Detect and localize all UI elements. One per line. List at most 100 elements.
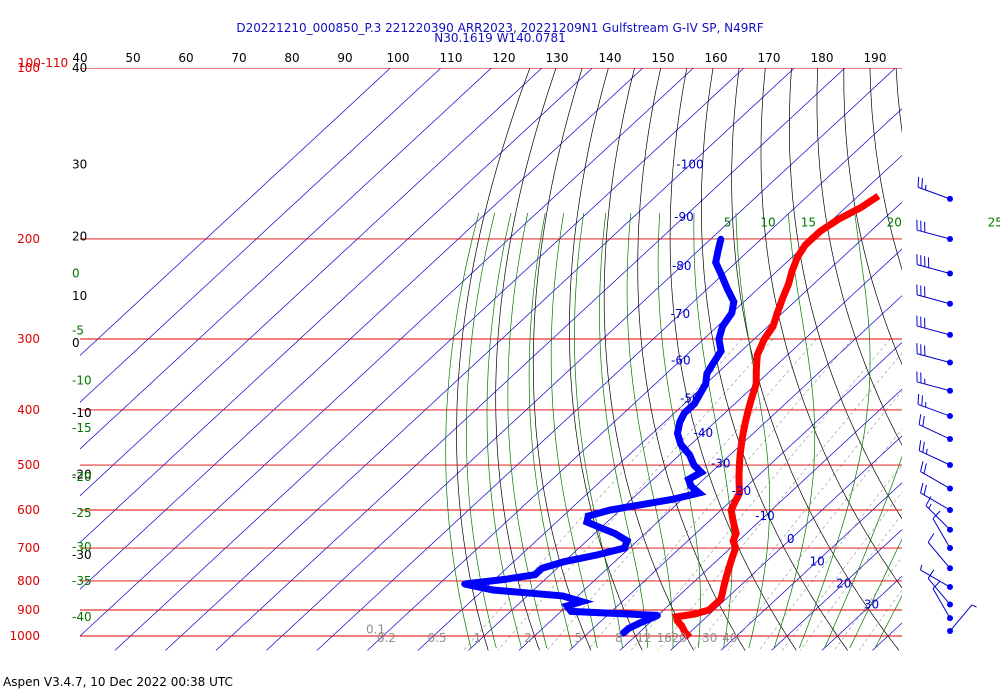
dry-adiabat-line <box>869 68 902 271</box>
wind-barb <box>920 482 953 513</box>
pressure-label: 300 <box>17 332 40 346</box>
dry-adiabat-line <box>789 68 902 520</box>
dewpoint-point <box>681 409 688 417</box>
corner-label: 100-110 <box>18 56 68 70</box>
dewpoint-point <box>703 370 711 377</box>
isotherm-line <box>80 68 543 497</box>
wind-barb-flag <box>925 496 932 506</box>
top-scale-label: 70 <box>231 51 246 65</box>
pressure-label: 200 <box>17 232 40 246</box>
dry-adiabat-label: -10 <box>72 406 92 420</box>
wind-barb <box>920 564 953 591</box>
dewpoint-point <box>674 430 681 437</box>
wind-barb-staff <box>932 518 951 549</box>
wind-barb-staff <box>917 229 951 240</box>
wind-barb <box>927 569 953 608</box>
wind-barb-flag <box>921 395 923 406</box>
dewpoint-point <box>654 612 661 619</box>
moist-adiabat-line <box>466 212 497 649</box>
moist-adiabat-line <box>599 212 649 649</box>
mixing-ratio-label: 12 <box>636 631 651 645</box>
wind-barb <box>916 343 953 366</box>
isotherm-line <box>114 68 745 651</box>
wind-barb-half-flag <box>928 503 932 509</box>
wind-barb-column <box>916 176 977 635</box>
pressure-label: 1000 <box>9 629 40 643</box>
moist-adiabat-line <box>849 538 902 649</box>
dry-adiabat-line <box>816 68 902 446</box>
moist-adiabat-label: -15 <box>72 421 92 435</box>
wind-barb <box>916 371 953 394</box>
wind-barb-flag <box>922 441 925 453</box>
top-scale-label: 170 <box>758 51 781 65</box>
wind-barb-staff <box>917 403 951 417</box>
moist-adiabat-line <box>507 212 548 649</box>
software-footer: Aspen V3.4.7, 10 Dec 2022 00:38 UTC <box>3 675 233 689</box>
top-scale-label: 50 <box>125 51 140 65</box>
dry-adiabat-line <box>969 13 1000 650</box>
wind-barb-half-flag <box>920 564 923 571</box>
wind-barb-flag <box>920 461 924 472</box>
wind-barb-staff <box>917 264 951 274</box>
isotherm-label: -10 <box>755 509 775 523</box>
isotherm-line <box>872 622 902 651</box>
dewpoint-point <box>685 476 692 483</box>
isotherm-label: -100 <box>676 158 703 172</box>
moist-adiabat-label: 15 <box>801 216 816 230</box>
isotherm-line <box>974 13 1000 650</box>
wind-barb-flag <box>923 463 927 474</box>
isotherm-label: 0 <box>787 532 795 546</box>
wind-barb <box>947 604 977 635</box>
dewpoint-point <box>501 576 508 583</box>
top-scale-label: 140 <box>599 51 622 65</box>
wind-barb-staff <box>927 541 951 569</box>
wind-barb-staff <box>949 604 973 632</box>
dry-adiabat-line <box>495 68 557 651</box>
wind-barb-flag <box>932 510 941 519</box>
mixing-ratio-line <box>781 491 902 651</box>
dry-adiabat-line <box>569 68 643 651</box>
dewpoint-point <box>621 544 628 552</box>
wind-barb <box>932 510 953 552</box>
dewpoint-point <box>585 512 592 520</box>
top-scale-label: 100 <box>387 51 410 65</box>
wind-barb-staff <box>917 353 951 363</box>
dewpoint-point <box>619 630 627 637</box>
dewpoint-point <box>714 247 722 255</box>
mixing-ratio-line <box>758 464 902 651</box>
isotherm-label: 10 <box>809 554 824 568</box>
top-scale-label: 90 <box>337 51 352 65</box>
moist-adiabat-label: -25 <box>72 506 92 520</box>
isotherm-label: -70 <box>671 307 691 321</box>
isotherm-label: -40 <box>694 426 714 440</box>
pressure-label: 900 <box>17 603 40 617</box>
wind-barb <box>916 254 953 277</box>
dewpoint-point <box>623 537 631 545</box>
isotherm-line <box>720 482 902 651</box>
dry-adiabat-label: 40 <box>72 61 87 75</box>
background-lines <box>80 13 1000 651</box>
temperature-trace <box>672 193 881 640</box>
wind-barb-half-flag <box>925 448 928 455</box>
mixing-ratio-line <box>546 338 817 651</box>
wind-barb-half-flag <box>971 604 977 608</box>
top-scale-label: 130 <box>546 51 569 65</box>
dewpoint-point <box>728 309 736 317</box>
mixing-ratio-label: 2 <box>524 631 532 645</box>
wind-barb <box>927 533 953 572</box>
isotherm-label: 30 <box>864 597 879 611</box>
mixing-ratio-label: 8 <box>615 631 623 645</box>
dewpoint-point <box>712 259 719 266</box>
wind-barb-staff <box>917 186 951 200</box>
wind-barb-staff <box>918 424 951 440</box>
dry-adiabat-line <box>603 68 694 651</box>
dewpoint-point <box>710 359 717 366</box>
pressure-label: 700 <box>17 541 40 555</box>
mixing-ratio-label: 0.1 <box>366 623 385 637</box>
dewpoint-point <box>563 602 571 610</box>
mixing-ratio-label: 5 <box>575 631 583 645</box>
dry-adiabat-line <box>456 68 531 651</box>
dewpoint-point <box>559 592 566 600</box>
dewpoint-point <box>686 451 693 459</box>
